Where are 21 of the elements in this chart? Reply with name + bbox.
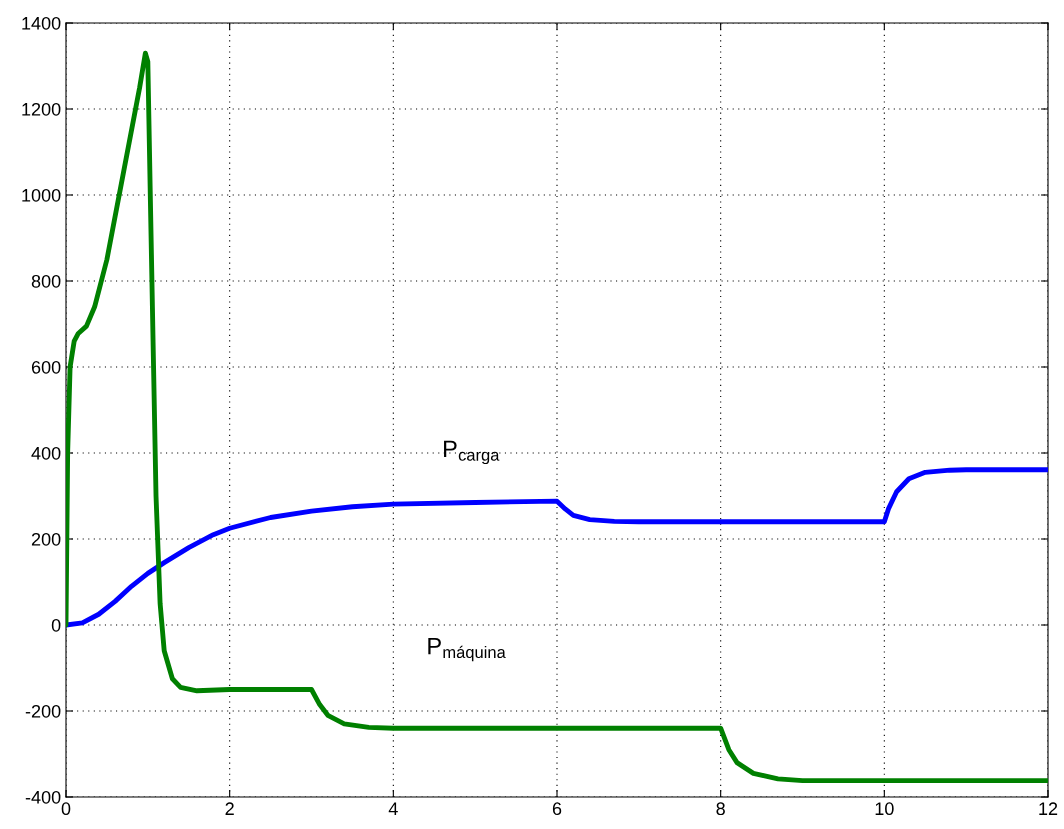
x-tick-label: 6	[552, 802, 562, 816]
y-tick-label: 200	[31, 532, 61, 546]
x-tick-label: 8	[716, 802, 725, 816]
y-tick-label: 0	[51, 618, 61, 632]
x-tick-label: 4	[388, 802, 398, 815]
y-tick-label: 1200	[22, 102, 61, 116]
y-tick-label: 400	[31, 446, 61, 460]
series-label: P$_{carga}$	[444, 440, 500, 465]
y-tick-label: -400	[25, 790, 61, 804]
y-tick-label: -200	[25, 704, 61, 718]
text: P$_{máquina}$	[428, 637, 506, 662]
x-tick-label: 12	[1039, 802, 1058, 815]
y-tick-label: 800	[31, 274, 61, 288]
y-tick-label: 1000	[22, 188, 61, 202]
y-tick-label: 600	[31, 360, 61, 374]
y-tick-label: 1400	[22, 16, 61, 30]
line-series	[66, 50, 1048, 784]
x-tick-label: 10	[875, 802, 894, 816]
x-tick-label: 0	[61, 802, 71, 816]
line-series	[66, 467, 1048, 628]
x-tick-label: 2	[225, 802, 234, 815]
